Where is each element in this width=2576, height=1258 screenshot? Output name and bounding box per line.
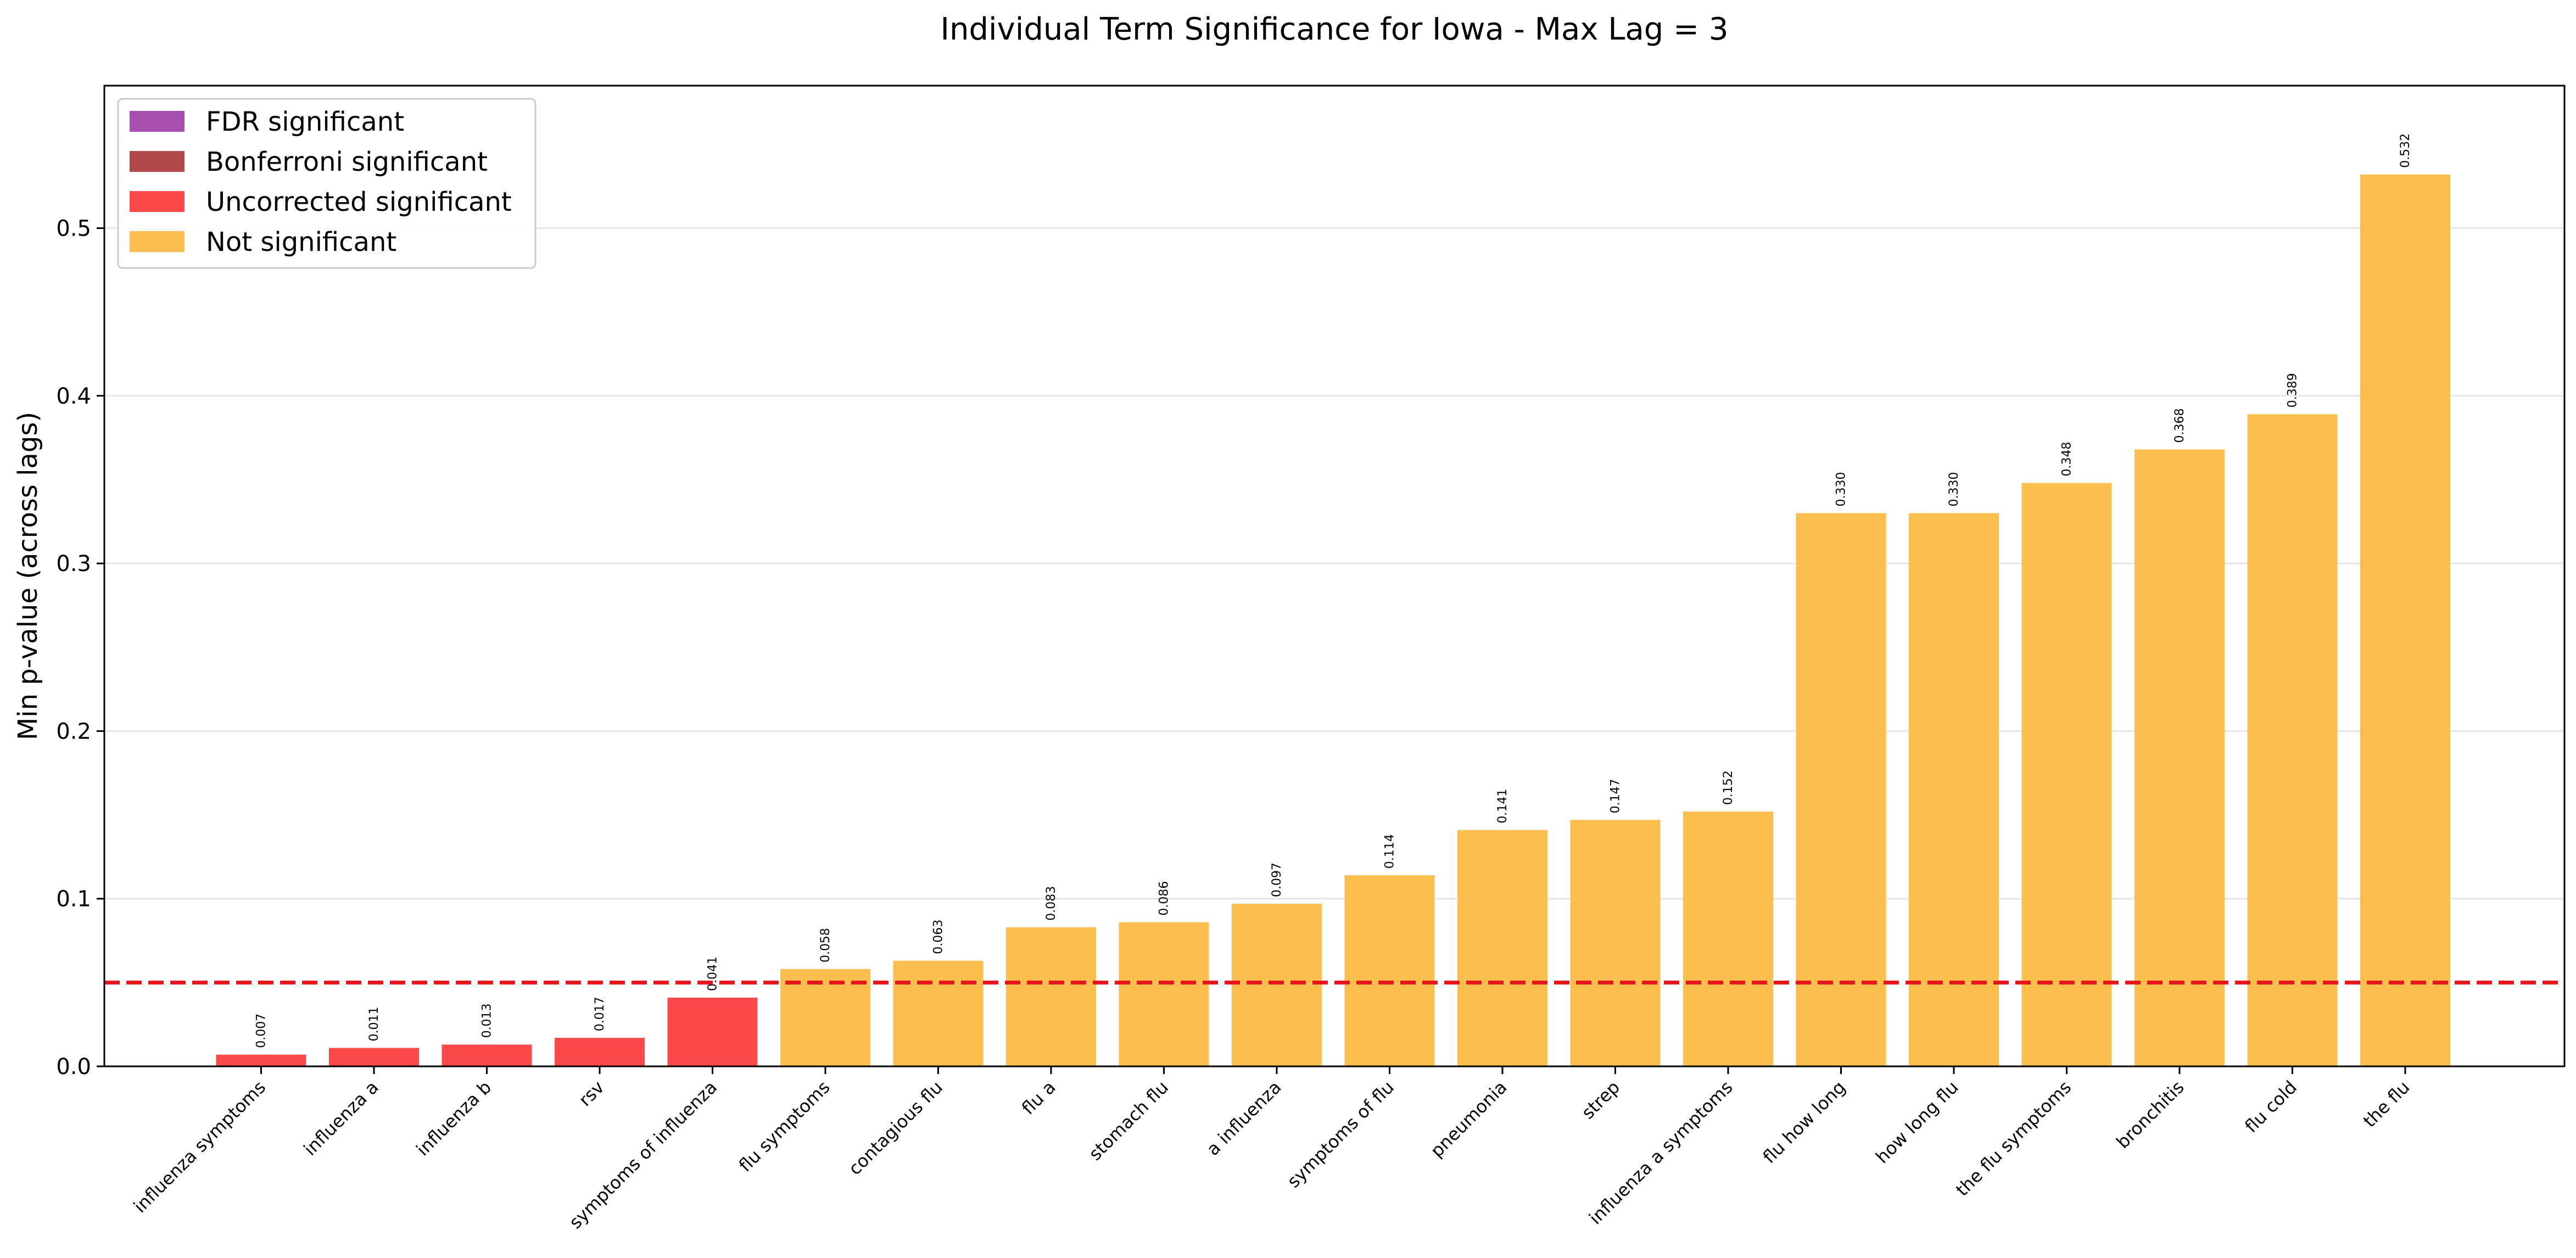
bar <box>2360 174 2450 1066</box>
bar <box>2021 483 2112 1066</box>
y-tick-label: 0.1 <box>56 887 91 912</box>
data-label: 0.532 <box>2399 133 2412 168</box>
bar <box>1344 875 1435 1066</box>
bar <box>1796 513 1886 1066</box>
x-tick-label: flu how long <box>1759 1077 1849 1167</box>
data-label: 0.097 <box>1270 863 1284 897</box>
data-label: 0.330 <box>1947 472 1961 507</box>
y-tick-label: 0.5 <box>56 216 91 242</box>
bar <box>2247 414 2338 1066</box>
data-label: 0.017 <box>593 997 607 1031</box>
legend-label: Uncorrected significant <box>206 187 512 217</box>
bar <box>216 1054 306 1066</box>
bar <box>1006 927 1096 1066</box>
x-tick-label: flu symptoms <box>735 1077 834 1176</box>
data-label: 0.007 <box>255 1014 269 1048</box>
data-label: 0.058 <box>819 928 832 963</box>
x-tick-label: strep <box>1578 1077 1624 1123</box>
x-tick-label: influenza symptoms <box>130 1077 270 1217</box>
bar <box>780 969 870 1066</box>
legend-label: FDR significant <box>206 107 404 137</box>
data-label: 0.083 <box>1044 886 1058 921</box>
data-label: 0.086 <box>1158 881 1171 915</box>
bar <box>1457 830 1547 1066</box>
data-label: 0.152 <box>1722 770 1735 805</box>
data-label: 0.011 <box>367 1007 381 1041</box>
bar <box>1683 811 1773 1066</box>
data-label: 0.041 <box>706 957 720 991</box>
x-tick-label: rsv <box>574 1077 608 1110</box>
chart-title: Individual Term Significance for Iowa - … <box>941 12 1729 47</box>
x-tick-label: contagious flu <box>845 1077 947 1179</box>
y-axis-ticks: 0.0 0.1 0.2 0.3 0.4 0.5 <box>56 216 104 1080</box>
x-tick-label: influenza b <box>412 1077 496 1160</box>
plot-frame <box>103 85 2566 1067</box>
x-tick-label: pneumonia <box>1426 1077 1511 1161</box>
data-label: 0.114 <box>1383 834 1397 869</box>
data-label: 0.348 <box>2060 442 2074 477</box>
bar <box>667 997 758 1066</box>
y-axis-label: Min p-value (across lags) <box>13 412 43 740</box>
data-label: 0.368 <box>2173 409 2187 443</box>
legend-swatch <box>130 151 185 172</box>
legend-label: Bonferroni significant <box>206 147 488 177</box>
x-tick-label: flu cold <box>2241 1077 2301 1137</box>
bar <box>1232 903 1322 1066</box>
x-tick-label: symptoms of flu <box>1283 1077 1398 1192</box>
x-tick-label: influenza a <box>300 1077 383 1160</box>
x-tick-label: a influenza <box>1203 1077 1286 1160</box>
x-tick-label: the flu <box>2359 1077 2414 1132</box>
x-tick-label: stomach flu <box>1085 1077 1172 1165</box>
legend-label: Not significant <box>206 227 396 258</box>
data-label: 0.147 <box>1609 779 1623 813</box>
y-tick-label: 0.0 <box>56 1054 91 1080</box>
bar <box>1909 513 1999 1066</box>
bar <box>1570 820 1661 1066</box>
x-tick-label: flu a <box>1018 1077 1060 1119</box>
y-tick-label: 0.2 <box>56 719 91 744</box>
x-axis-ticks: influenza symptoms influenza a influenza b… <box>130 1066 2414 1233</box>
data-label: 0.063 <box>932 920 946 954</box>
x-tick-label: how long flu <box>1871 1077 1962 1167</box>
legend-swatch <box>130 111 185 132</box>
bars <box>216 174 2450 1066</box>
legend-swatch <box>130 191 185 212</box>
legend-swatch <box>130 231 185 252</box>
legend-frame <box>117 98 537 269</box>
data-label: 0.141 <box>1496 789 1510 824</box>
bar <box>442 1044 532 1066</box>
bar <box>1119 922 1209 1066</box>
bar <box>893 960 984 1066</box>
data-labels: 0.007 0.011 0.013 0.017 0.041 0.058 0.063 0.083… <box>255 133 2413 1048</box>
y-tick-label: 0.3 <box>56 551 91 577</box>
bar <box>2134 449 2225 1066</box>
bar <box>555 1038 645 1066</box>
legend: FDR significant Bonferroni significant Unc… <box>117 98 537 269</box>
data-label: 0.013 <box>480 1003 494 1038</box>
x-tick-label: the flu symptoms <box>1952 1077 2075 1200</box>
legend-items: FDR significant Bonferroni significant Unc… <box>130 107 512 258</box>
bar <box>329 1048 419 1066</box>
x-tick-label: bronchitis <box>2112 1077 2188 1153</box>
data-label: 0.330 <box>1835 472 1848 507</box>
y-tick-label: 0.4 <box>56 384 91 409</box>
data-label: 0.389 <box>2286 373 2300 407</box>
